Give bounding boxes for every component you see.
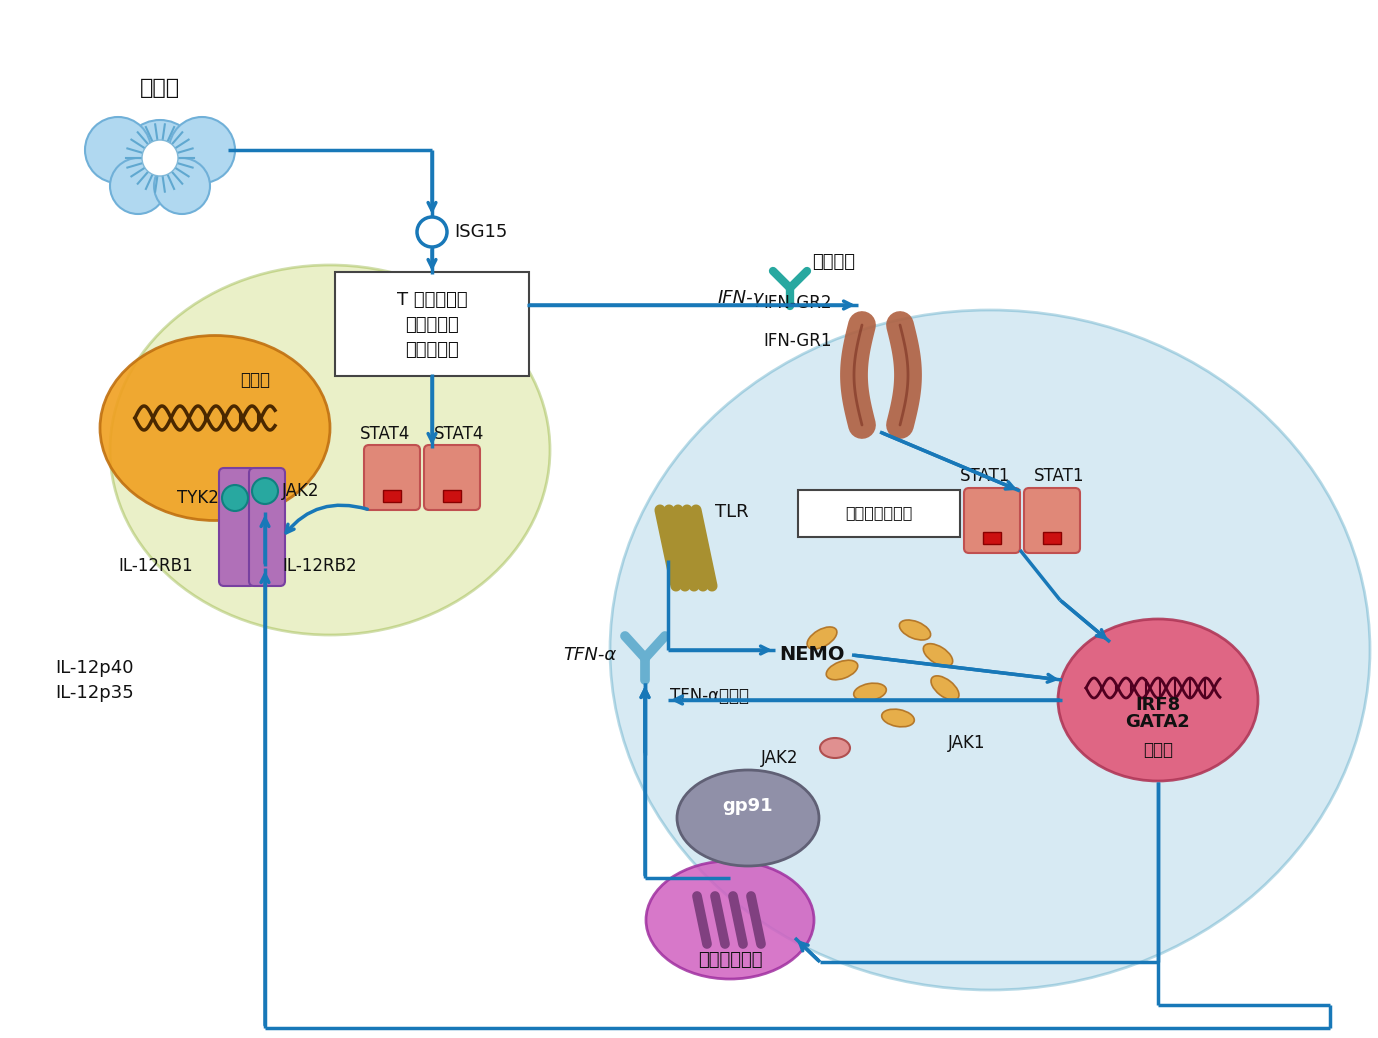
Ellipse shape [610, 310, 1370, 990]
Ellipse shape [882, 709, 915, 727]
Bar [442, 490, 462, 502]
Text: 自己抗体: 自己抗体 [812, 253, 854, 271]
Text: TLR: TLR [715, 503, 748, 521]
Circle shape [85, 117, 152, 183]
Ellipse shape [923, 644, 952, 666]
Text: STAT4: STAT4 [360, 425, 411, 443]
Ellipse shape [932, 676, 959, 701]
Text: JAK1: JAK1 [948, 734, 985, 752]
Text: IFN-GR1: IFN-GR1 [763, 332, 832, 350]
Text: 頺粒球: 頺粒球 [141, 78, 181, 98]
Text: キラー細胞: キラー細胞 [405, 342, 459, 359]
Circle shape [123, 120, 198, 196]
FancyBboxPatch shape [424, 445, 480, 510]
Circle shape [154, 158, 209, 214]
Text: JAK2: JAK2 [761, 749, 798, 767]
Ellipse shape [854, 683, 886, 701]
FancyBboxPatch shape [965, 488, 1020, 553]
FancyBboxPatch shape [1024, 488, 1080, 553]
Text: 核小体: 核小体 [240, 371, 270, 389]
Text: STAT1: STAT1 [959, 467, 1010, 485]
Text: IRF8: IRF8 [1135, 696, 1181, 714]
Ellipse shape [808, 627, 836, 649]
Text: STAT4: STAT4 [434, 425, 484, 443]
Text: IL-12RB2: IL-12RB2 [282, 557, 357, 575]
Text: IFN-GR2: IFN-GR2 [763, 294, 832, 312]
Text: ISG15: ISG15 [453, 223, 507, 241]
Ellipse shape [820, 738, 850, 758]
Text: TFN-α受容体: TFN-α受容体 [670, 687, 750, 705]
Text: T 細胞または: T 細胞または [397, 291, 467, 309]
Ellipse shape [900, 620, 930, 640]
Text: IL-12RB1: IL-12RB1 [119, 557, 193, 575]
Text: ファゴソーム: ファゴソーム [697, 951, 762, 969]
Ellipse shape [827, 660, 857, 680]
FancyBboxPatch shape [798, 490, 960, 537]
Text: IL-12p35: IL-12p35 [55, 684, 134, 702]
Ellipse shape [646, 861, 814, 979]
Text: 核小体: 核小体 [1142, 741, 1173, 759]
Text: STAT1: STAT1 [1034, 467, 1084, 485]
Ellipse shape [101, 335, 329, 520]
Text: NEMO: NEMO [779, 646, 845, 664]
Circle shape [222, 485, 248, 511]
Bar [983, 532, 1000, 544]
Text: JAK2: JAK2 [282, 482, 320, 500]
Bar [1043, 532, 1061, 544]
Circle shape [418, 217, 446, 247]
Circle shape [142, 140, 178, 176]
Bar [383, 490, 401, 502]
Text: IL-12p40: IL-12p40 [55, 659, 134, 677]
Circle shape [252, 479, 278, 504]
Ellipse shape [677, 770, 819, 866]
Text: IFN-γ: IFN-γ [718, 289, 765, 307]
Ellipse shape [1058, 619, 1258, 781]
Circle shape [169, 117, 236, 183]
Text: ナチュラル: ナチュラル [405, 316, 459, 334]
Text: gp91: gp91 [722, 797, 773, 815]
Text: TFN-α: TFN-α [564, 646, 616, 664]
Text: 単核貨食細胞系: 単核貨食細胞系 [845, 506, 912, 520]
Ellipse shape [110, 265, 550, 635]
FancyBboxPatch shape [219, 468, 255, 586]
Text: GATA2: GATA2 [1126, 713, 1191, 731]
Circle shape [110, 158, 165, 214]
FancyBboxPatch shape [335, 272, 529, 376]
FancyBboxPatch shape [364, 445, 420, 510]
FancyBboxPatch shape [249, 468, 285, 586]
Text: TYK2: TYK2 [178, 489, 219, 507]
